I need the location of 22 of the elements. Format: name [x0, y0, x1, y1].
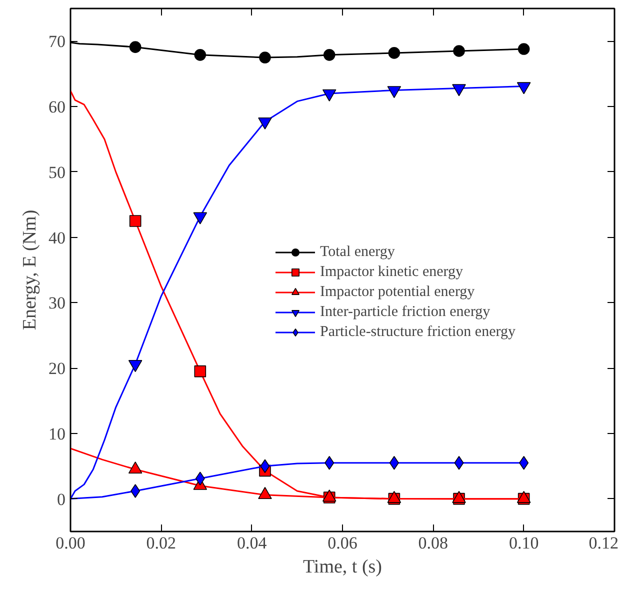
x-tick-label: 0.12 [588, 534, 618, 552]
y-tick-label: 0 [57, 490, 66, 509]
y-tick-label: 20 [48, 359, 66, 378]
y-tick-label: 50 [48, 162, 66, 182]
x-axis-title: Time, t (s) [302, 556, 382, 578]
y-tick-label: 30 [48, 294, 66, 313]
x-tick-label: 0.08 [418, 534, 448, 552]
x-tick-label: 0.04 [236, 534, 268, 552]
y-tick-label: 70 [48, 32, 66, 52]
x-tick-label: 0.10 [508, 534, 539, 552]
y-tick-label: 60 [48, 98, 66, 117]
legend-label: Inter-particle friction energy [320, 303, 490, 321]
x-tick-label: 0.00 [56, 534, 86, 552]
legend-label: Impactor potential energy [320, 283, 475, 301]
legend-label: Particle-structure friction energy [320, 323, 516, 341]
legend-label: Impactor kinetic energy [320, 263, 463, 281]
x-tick-label: 0.06 [328, 534, 358, 552]
y-tick-label: 40 [48, 228, 66, 248]
y-tick-label: 10 [48, 424, 66, 444]
x-tick-label: 0.02 [146, 534, 176, 552]
legend-label: Total energy [320, 243, 395, 261]
y-axis-title: Energy, E (Nm) [20, 210, 40, 330]
